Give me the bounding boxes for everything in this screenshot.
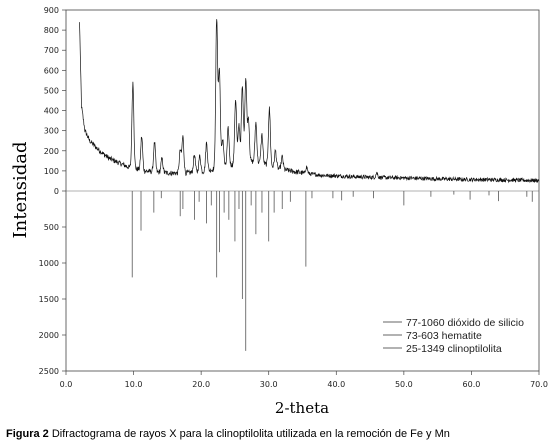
y-tick-label: 1000: [39, 259, 59, 268]
y-tick-label: 2500: [39, 367, 59, 376]
y-tick-label: 100: [44, 167, 59, 176]
y-tick-label: 0: [54, 187, 59, 196]
caption-text: Difractograma de rayos X para la clinopt…: [48, 428, 450, 440]
diffraction-pattern-line: [79, 19, 540, 184]
y-tick-label: 2000: [39, 331, 59, 340]
y-tick-label: 800: [44, 26, 59, 35]
x-tick-label: 0.0: [60, 380, 73, 389]
y-tick-label: 500: [44, 223, 59, 232]
x-tick-label: 20.0: [192, 380, 210, 389]
x-tick-label: 70.0: [530, 380, 548, 389]
y-tick-label: 600: [44, 66, 59, 75]
xrd-chart: 9008007006005004003002001000500100015002…: [10, 6, 548, 417]
x-tick-label: 50.0: [395, 380, 413, 389]
y-tick-label: 300: [44, 127, 59, 136]
y-tick-label: 900: [44, 6, 59, 15]
y-tick-label: 200: [44, 147, 59, 156]
x-tick-label: 10.0: [125, 380, 143, 389]
plot-frame: [65, 9, 540, 372]
x-axis-title: 2-theta: [275, 399, 329, 417]
x-tick-label: 60.0: [463, 380, 481, 389]
figure-caption: Figura 2 Difractograma de rayos X para l…: [6, 428, 450, 440]
x-axis-ticks: 0.0 10.0 20.0 30.0 40.0 50.0 60.0 70.0: [60, 371, 548, 389]
y-axis-title: Intensidad: [10, 142, 31, 239]
y-tick-label: 400: [44, 107, 59, 116]
y-tick-label: 1500: [39, 295, 59, 304]
legend-entry: 73-603 hematite: [406, 330, 482, 342]
caption-label: Figura 2: [6, 428, 49, 440]
y-axis-ticks: 9008007006005004003002001000500100015002…: [39, 6, 66, 376]
x-tick-label: 40.0: [327, 380, 345, 389]
legend-entry: 77-1060 dióxido de silicio: [406, 317, 524, 329]
x-tick-label: 30.0: [260, 380, 278, 389]
reference-pattern-lines: [131, 191, 533, 351]
y-tick-label: 500: [44, 86, 59, 95]
y-tick-label: 700: [44, 46, 59, 55]
legend-entry: 25-1349 clinoptilolita: [406, 343, 502, 355]
